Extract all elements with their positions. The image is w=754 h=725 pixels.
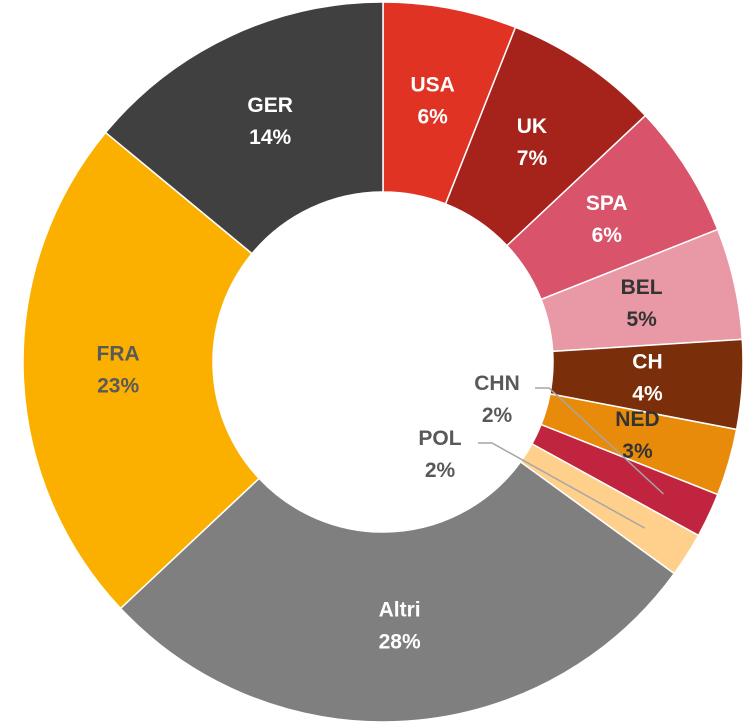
slice-label: Altri 28% [379,598,421,653]
slice-name: NED [615,407,659,430]
slice-name: SPA [586,192,628,215]
slice-value: 6% [417,105,448,128]
slice-name: FRA [97,342,140,365]
slice-name: CHN [474,372,520,395]
slice [119,460,676,723]
slice-value: 23% [97,374,139,397]
slice-label: UK 7% [517,114,548,169]
slice-name: UK [517,114,547,137]
slice-name: USA [410,73,454,96]
slice-value: 6% [592,224,623,247]
slice-label: BEL 5% [621,276,663,331]
slice-name: GER [247,94,293,117]
slice [22,131,261,610]
slice-value: 5% [626,308,657,331]
slice-name: BEL [621,276,663,299]
slice-label: FRA 23% [97,342,140,397]
slice-name: CH [632,350,662,373]
slice-value: 28% [379,630,421,653]
slice-name: POL [418,427,461,450]
slice-label: NED 3% [615,407,659,462]
slice-value: 2% [425,459,456,482]
slice-label: USA 6% [410,73,454,128]
slice-label: POL 2% [418,427,461,482]
slice-value: 2% [482,404,513,427]
slice-label: SPA 6% [586,192,628,247]
slice-value: 14% [249,126,291,149]
slice-label: CH 4% [632,350,663,405]
slice [104,1,384,255]
slice-value: 4% [632,382,663,405]
leader-line [535,387,665,495]
slice-value: 7% [517,146,548,169]
slice-name: Altri [379,598,421,621]
leader-line [478,442,646,529]
slice-value: 3% [622,439,653,462]
slice-label: CHN 2% [474,372,520,427]
slice-label: GER 14% [247,94,293,149]
